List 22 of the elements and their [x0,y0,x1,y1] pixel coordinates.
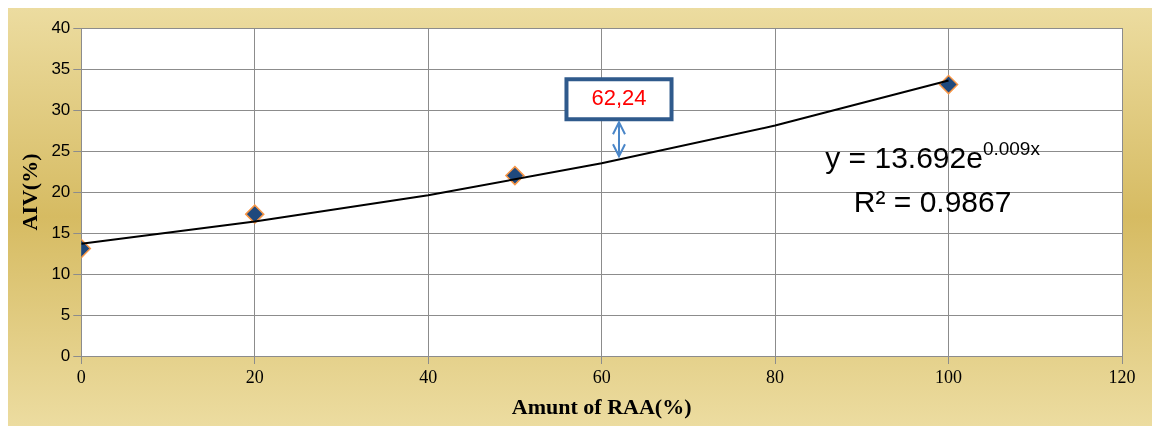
x-tick-label: 20 [245,366,264,387]
y-axis-title: AIV(%) [16,153,42,231]
x-axis-title: Amunt of RAA(%) [511,394,692,420]
annotation: R² = 0.9867 [853,185,1012,218]
y-tick-label: 15 [51,222,71,242]
y-tick-label: 40 [51,17,71,37]
x-tick-label: 60 [592,366,611,387]
point [245,204,265,224]
x-tick-label: 100 [935,366,963,387]
y-tick-label: 10 [51,263,71,283]
x-tick-label: 0 [76,366,86,387]
y-tick-label: 0 [60,345,71,365]
point [938,74,959,95]
y-tick-label: 35 [51,58,71,78]
y-tick-label: 20 [51,181,71,201]
annotation: 62,24 [591,85,647,111]
y-tick-label: 25 [51,140,71,160]
x-tick-label: 80 [766,366,785,387]
x-tick-label: 40 [419,366,438,387]
x-tick-label: 120 [1108,366,1136,387]
y-tick-label: 30 [51,99,71,119]
y-tick-label: 5 [60,304,71,324]
